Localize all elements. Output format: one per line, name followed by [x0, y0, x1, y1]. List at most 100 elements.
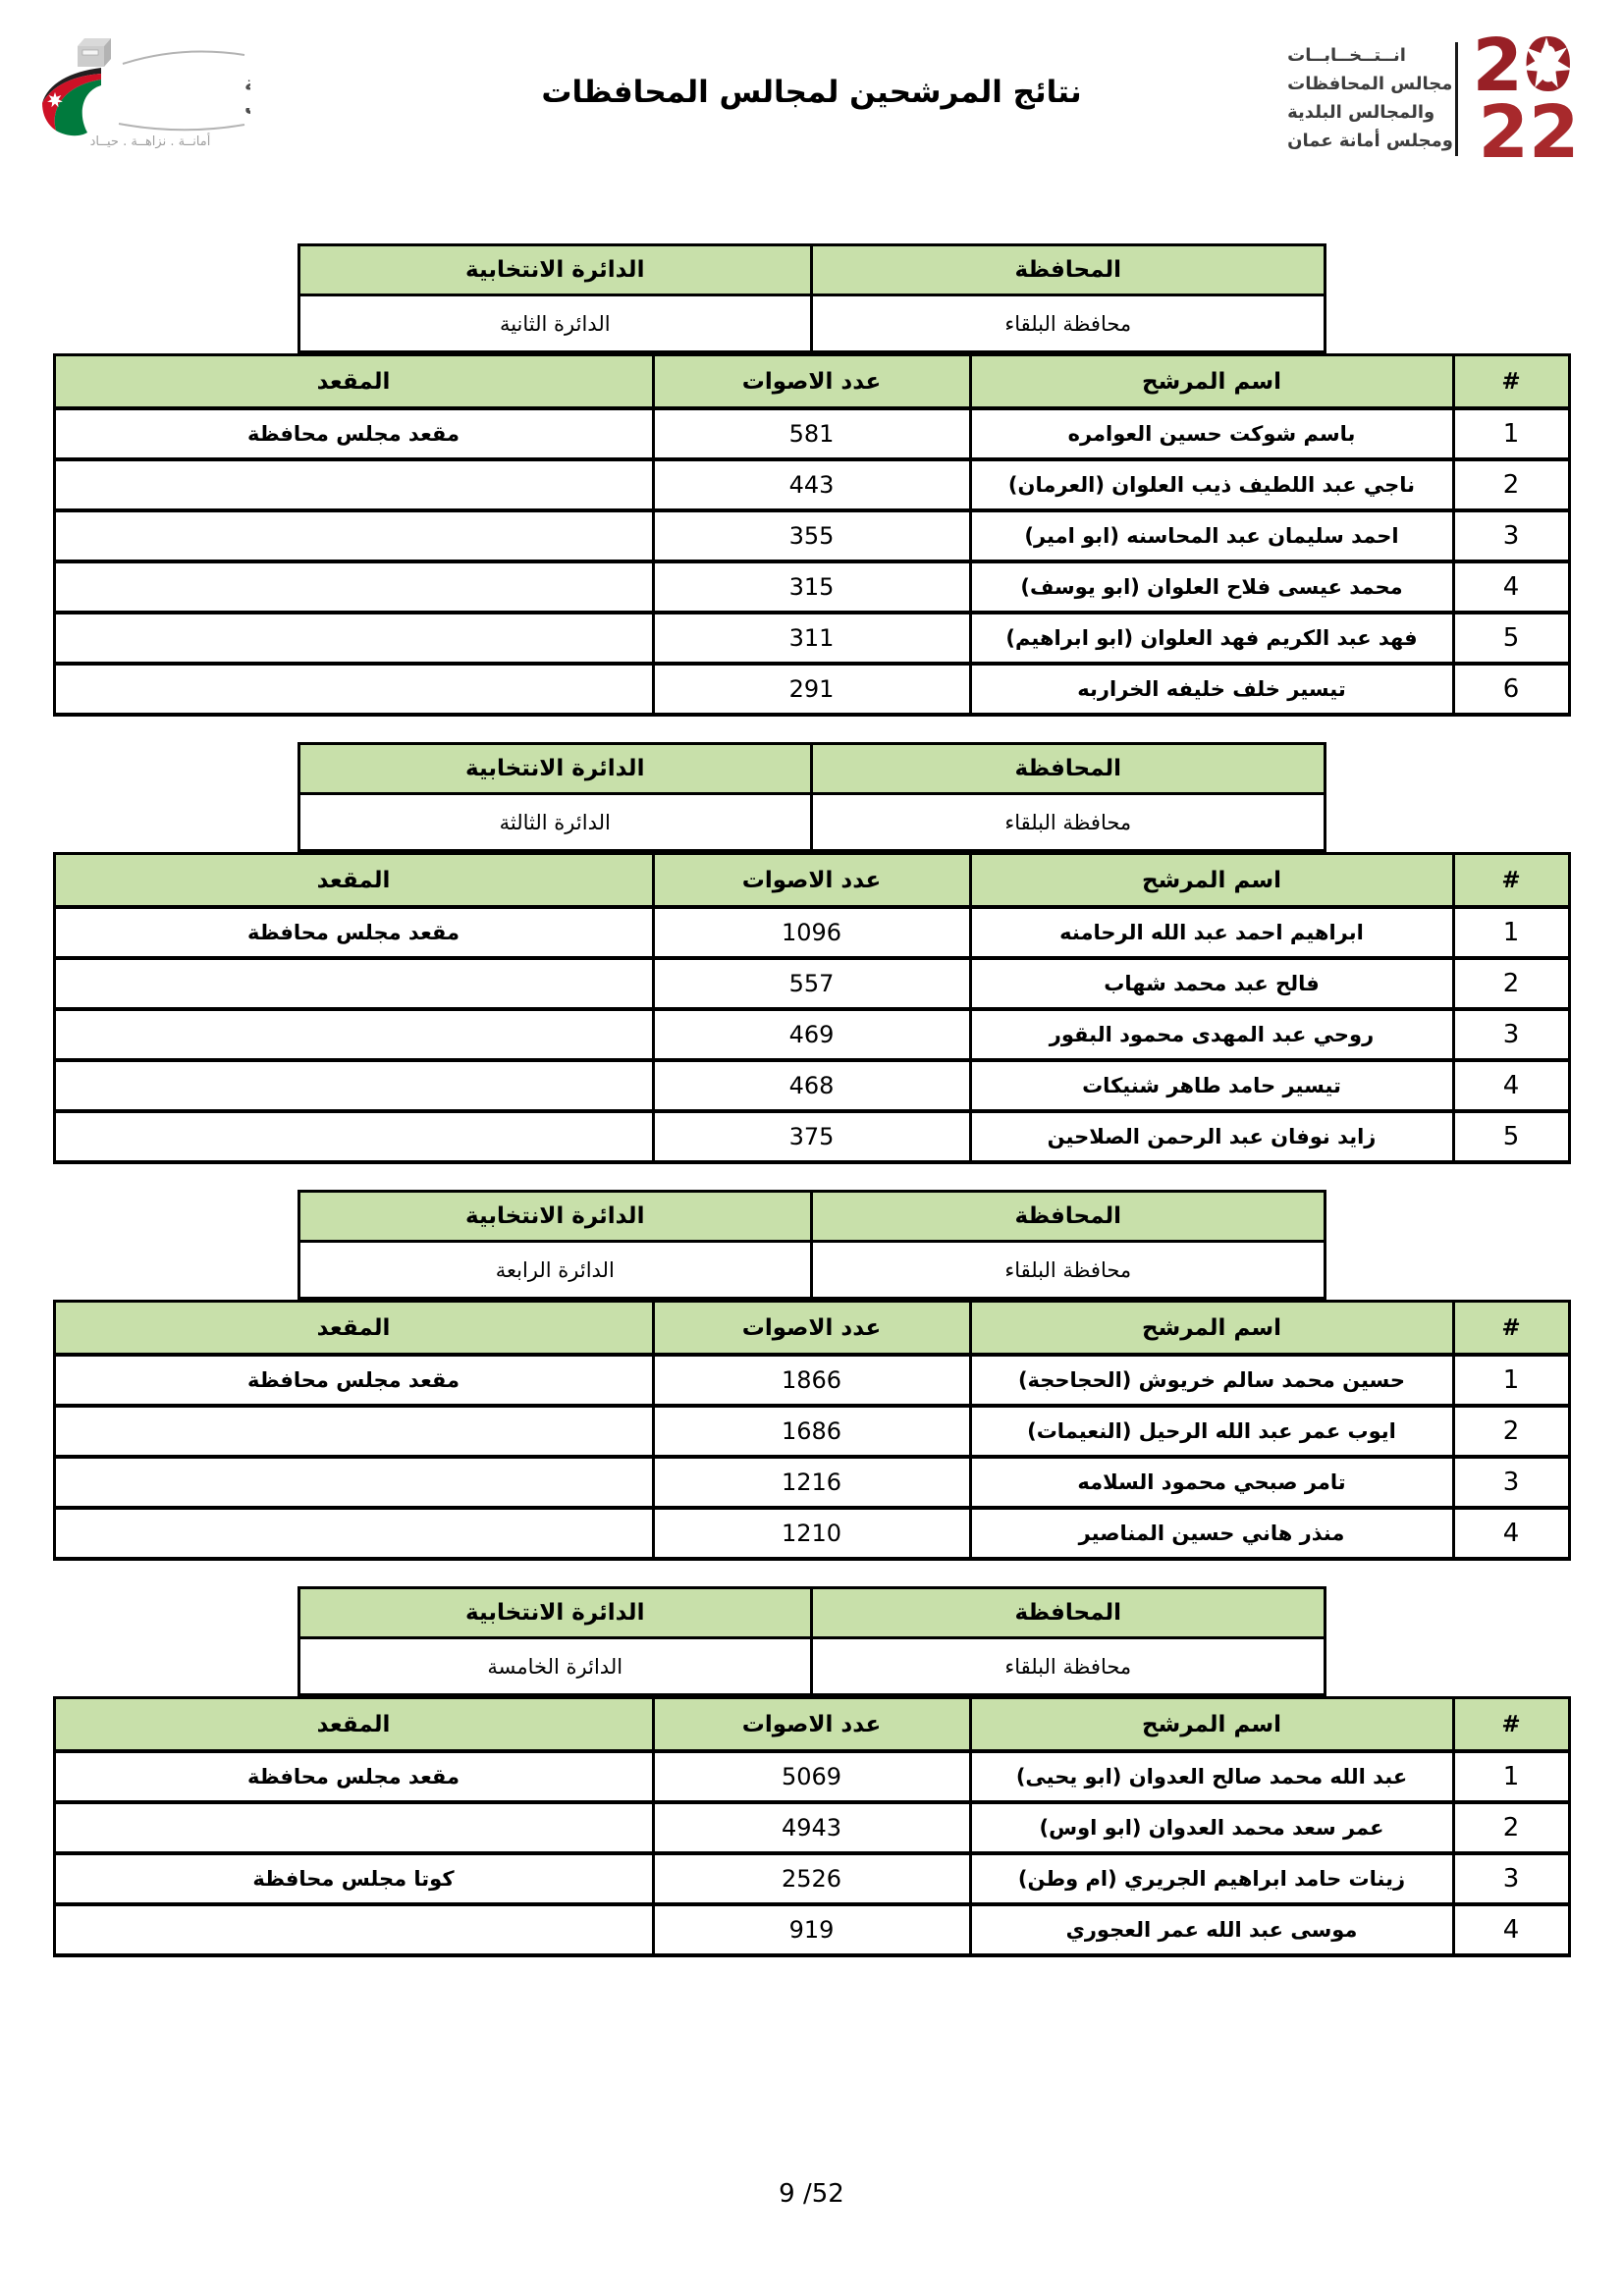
seat-cell — [52, 1109, 655, 1164]
district-column-header: الدائرة الانتخابية — [297, 742, 813, 795]
rank-cell: 4 — [1451, 560, 1571, 614]
candidate-name-cell: روحي عبد المهدى محمود البقور — [968, 1007, 1455, 1062]
district-results-block: المحافظة الدائرة الانتخابية محافظة البلق… — [0, 243, 1623, 717]
votes-cell: 557 — [651, 956, 972, 1011]
rank-cell: 4 — [1451, 1058, 1571, 1113]
votes-cell: 291 — [651, 662, 972, 717]
info-value-row: محافظة البلقاء الدائرة الرابعة — [297, 1240, 1326, 1300]
rank-cell: 1 — [1451, 1749, 1571, 1804]
votes-cell: 919 — [651, 1902, 972, 1957]
year-bottom-text: 22 — [1479, 90, 1580, 169]
candidate-name-cell: فالح عبد محمد شهاب — [968, 956, 1455, 1011]
info-header-row: المحافظة الدائرة الانتخابية — [297, 1586, 1326, 1639]
candidate-row: 1 باسم شوكت حسين العوامره 581 مقعد مجلس … — [52, 406, 1571, 461]
seat-cell — [52, 662, 655, 717]
seat-cell — [52, 1007, 655, 1062]
candidate-row: 2 ناجي عبد اللطيف ذيب العلوان (العرمان) … — [52, 457, 1571, 512]
candidate-name-cell: عبد الله محمد صالح العدوان (ابو يحيى) — [968, 1749, 1455, 1804]
rank-cell: 2 — [1451, 1800, 1571, 1855]
seat-column-header: المقعد — [52, 1300, 655, 1357]
district-results-block: المحافظة الدائرة الانتخابية محافظة البلق… — [0, 1586, 1623, 1957]
jordan-star-icon — [1520, 37, 1573, 88]
seat-column-header: المقعد — [52, 852, 655, 909]
rank-cell: 3 — [1451, 1007, 1571, 1062]
document-page: الهيئـة المسـتقلـة لـلانتـخــاب أمانــة … — [0, 0, 1623, 2209]
seat-cell: مقعد مجلس محافظة — [52, 905, 655, 960]
seat-column-header: المقعد — [52, 1696, 655, 1753]
district-column-header: الدائرة الانتخابية — [297, 243, 813, 296]
results-header-row: # اسم المرشح عدد الاصوات المقعد — [52, 1696, 1571, 1753]
candidate-row: 1 عبد الله محمد صالح العدوان (ابو يحيى) … — [52, 1749, 1571, 1804]
district-value: الدائرة الثالثة — [297, 792, 813, 852]
votes-column-header: عدد الاصوات — [651, 1300, 972, 1357]
governorate-column-header: المحافظة — [810, 243, 1326, 296]
district-info-table: المحافظة الدائرة الانتخابية محافظة البلق… — [297, 1586, 1326, 1696]
rank-column-header: # — [1451, 852, 1571, 909]
district-value: الدائرة الخامسة — [297, 1636, 813, 1696]
votes-cell: 1866 — [651, 1353, 972, 1408]
candidate-name-cell: ابراهيم احمد عبد الله الرحامنه — [968, 905, 1455, 960]
votes-cell: 5069 — [651, 1749, 972, 1804]
district-value: الدائرة الرابعة — [297, 1240, 813, 1300]
candidate-name-cell: ناجي عبد اللطيف ذيب العلوان (العرمان) — [968, 457, 1455, 512]
seat-cell: مقعد مجلس محافظة — [52, 1353, 655, 1408]
district-column-header: الدائرة الانتخابية — [297, 1586, 813, 1639]
seat-cell — [52, 1455, 655, 1510]
seat-cell: مقعد مجلس محافظة — [52, 1749, 655, 1804]
page-number: 9 /52 — [779, 2179, 844, 2209]
candidate-name-cell: حسين محمد سالم خريوش (الحجاحجة) — [968, 1353, 1455, 1408]
candidate-row: 1 ابراهيم احمد عبد الله الرحامنه 1096 مق… — [52, 905, 1571, 960]
candidate-row: 3 احمد سليمان عبد المحاسنه (ابو امير) 35… — [52, 508, 1571, 563]
rank-column-header: # — [1451, 1696, 1571, 1753]
votes-cell: 468 — [651, 1058, 972, 1113]
candidate-row: 2 ايوب عمر عبد الله الرحيل (النعيمات) 16… — [52, 1404, 1571, 1459]
seat-cell — [52, 1800, 655, 1855]
candidate-row: 4 محمد عيسى فلاح العلوان (ابو يوسف) 315 — [52, 560, 1571, 614]
seat-cell: مقعد مجلس محافظة — [52, 406, 655, 461]
upper-arc — [122, 50, 245, 65]
seat-cell — [52, 560, 655, 614]
district-info-table: المحافظة الدائرة الانتخابية محافظة البلق… — [297, 243, 1326, 353]
candidate-row: 1 حسين محمد سالم خريوش (الحجاحجة) 1866 م… — [52, 1353, 1571, 1408]
candidate-column-header: اسم المرشح — [968, 353, 1455, 410]
results-table: # اسم المرشح عدد الاصوات المقعد 1 باسم ش… — [52, 353, 1571, 717]
results-body: 1 باسم شوكت حسين العوامره 581 مقعد مجلس … — [52, 406, 1571, 717]
candidate-row: 3 روحي عبد المهدى محمود البقور 469 — [52, 1007, 1571, 1062]
flag-ribbon-icon — [42, 68, 101, 136]
page-header: الهيئـة المسـتقلـة لـلانتـخــاب أمانــة … — [0, 0, 1623, 243]
candidate-name-cell: منذر هاني حسين المناصير — [968, 1506, 1455, 1561]
seat-cell — [52, 1058, 655, 1113]
governorate-value: محافظة البلقاء — [810, 294, 1326, 353]
votes-cell: 1096 — [651, 905, 972, 960]
logo-divider — [1455, 42, 1458, 156]
candidate-name-cell: ايوب عمر عبد الله الرحيل (النعيمات) — [968, 1404, 1455, 1459]
votes-cell: 315 — [651, 560, 972, 614]
candidate-name-cell: باسم شوكت حسين العوامره — [968, 406, 1455, 461]
info-value-row: محافظة البلقاء الدائرة الخامسة — [297, 1636, 1326, 1696]
results-table: # اسم المرشح عدد الاصوات المقعد 1 عبد ال… — [52, 1696, 1571, 1957]
year-2022-graphic: 20 22 — [1473, 29, 1580, 169]
votes-cell: 4943 — [651, 1800, 972, 1855]
votes-cell: 1686 — [651, 1404, 972, 1459]
ballot-box-icon — [78, 38, 111, 67]
district-value: الدائرة الثانية — [297, 294, 813, 353]
candidate-name-cell: عمر سعد محمد العدوان (ابو اوس) — [968, 1800, 1455, 1855]
candidate-name-cell: محمد عيسى فلاح العلوان (ابو يوسف) — [968, 560, 1455, 614]
governorate-column-header: المحافظة — [810, 1190, 1326, 1243]
candidate-name-cell: موسى عبد الله عمر العجوري — [968, 1902, 1455, 1957]
rank-cell: 3 — [1451, 1851, 1571, 1906]
results-body: 1 حسين محمد سالم خريوش (الحجاحجة) 1866 م… — [52, 1353, 1571, 1561]
candidate-name-cell: احمد سليمان عبد المحاسنه (ابو امير) — [968, 508, 1455, 563]
iec-tagline: أمانــة . نزاهــة . حيــاد — [90, 133, 211, 149]
rank-cell: 1 — [1451, 406, 1571, 461]
candidate-row: 4 تيسير حامد طاهر شنيكات 468 — [52, 1058, 1571, 1113]
candidate-row: 5 زايد نوفان عبد الرحمن الصلاحين 375 — [52, 1109, 1571, 1164]
election-text-line1: انــتــخــابــات — [1287, 45, 1406, 67]
results-header-row: # اسم المرشح عدد الاصوات المقعد — [52, 353, 1571, 410]
candidate-row: 3 زينات حامد ابراهيم الجريري (ام وطن) 25… — [52, 1851, 1571, 1906]
district-info-table: المحافظة الدائرة الانتخابية محافظة البلق… — [297, 1190, 1326, 1300]
votes-column-header: عدد الاصوات — [651, 1696, 972, 1753]
results-tables-container: المحافظة الدائرة الانتخابية محافظة البلق… — [0, 243, 1623, 1957]
candidate-row: 2 فالح عبد محمد شهاب 557 — [52, 956, 1571, 1011]
election-text-line2: مجالس المحافظات — [1287, 74, 1453, 95]
